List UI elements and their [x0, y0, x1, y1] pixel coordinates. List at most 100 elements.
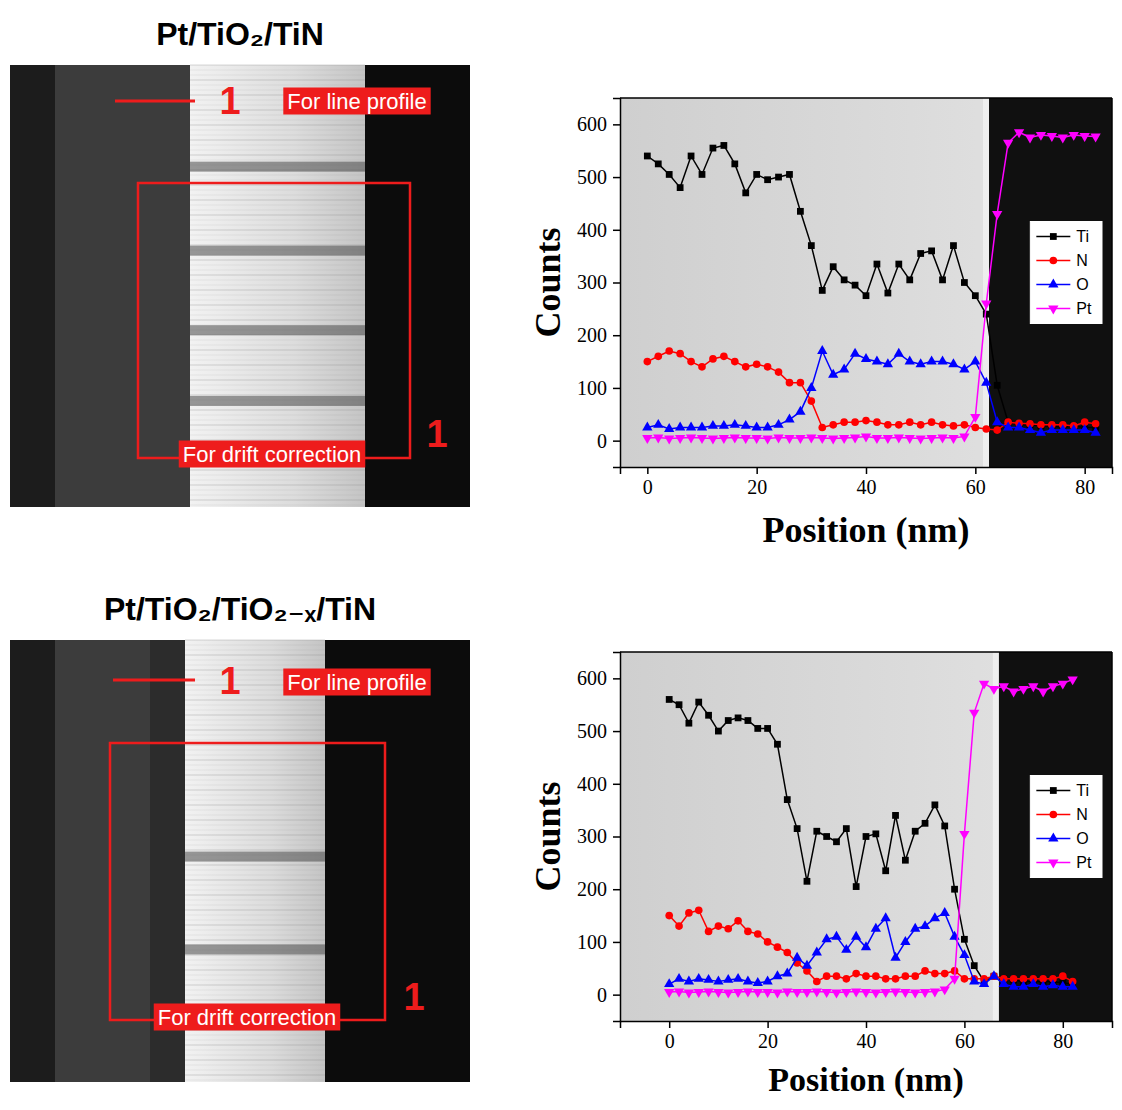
- marker: [654, 352, 662, 360]
- tick-label: 300: [577, 825, 607, 847]
- image-texture: [185, 715, 325, 716]
- marker: [677, 184, 684, 191]
- marker: [871, 990, 881, 999]
- tick: 500: [577, 720, 620, 742]
- marker: [686, 422, 696, 431]
- marker: [821, 933, 831, 942]
- marker: [972, 292, 979, 299]
- tick-mark: [613, 784, 620, 786]
- stem-image: [10, 640, 470, 1082]
- image-texture: [190, 440, 365, 441]
- series-line: [669, 913, 1072, 987]
- y-axis-title: Counts: [528, 781, 568, 891]
- tick: 60: [955, 1021, 975, 1052]
- image-texture: [190, 505, 365, 506]
- marker: [723, 974, 733, 983]
- frame-right: [1111, 652, 1113, 1021]
- marker: [817, 345, 827, 354]
- annotation-number: 1: [219, 80, 240, 122]
- axis-line: [613, 653, 621, 1022]
- marker: [972, 424, 980, 432]
- marker: [642, 435, 652, 444]
- marker: [688, 153, 695, 160]
- image-texture: [185, 730, 325, 731]
- tick: 200: [577, 324, 620, 346]
- image-texture: [185, 650, 325, 651]
- marker: [676, 701, 683, 708]
- image-texture: [185, 930, 325, 931]
- y-axis: 0100200300400500600: [577, 99, 621, 468]
- image-texture: [185, 925, 325, 926]
- image-texture: [185, 725, 325, 726]
- image-texture: [185, 865, 325, 866]
- marker: [797, 208, 804, 215]
- image-texture: [190, 340, 365, 341]
- marker: [969, 710, 979, 719]
- image-texture: [185, 820, 325, 821]
- marker: [674, 973, 684, 982]
- image-texture: [185, 905, 325, 906]
- marker: [819, 287, 826, 294]
- image-texture: [185, 805, 325, 806]
- image-texture: [190, 425, 365, 426]
- marker: [830, 263, 837, 270]
- image-texture: [190, 125, 365, 126]
- marker: [730, 435, 740, 444]
- marker: [906, 418, 914, 426]
- marker: [1008, 981, 1018, 990]
- image-texture: [190, 480, 365, 481]
- marker: [764, 363, 772, 371]
- annotation-label: For line profile: [287, 89, 426, 114]
- tick-mark: [613, 124, 620, 126]
- tick: 100: [577, 931, 620, 953]
- marker: [921, 967, 929, 975]
- image-streak: [190, 246, 365, 256]
- marker: [920, 920, 930, 929]
- marker: [713, 976, 723, 985]
- marker: [1018, 981, 1028, 990]
- marker: [939, 421, 947, 429]
- tick-label: 400: [577, 219, 607, 241]
- legend-label: O: [1076, 276, 1088, 293]
- image-texture: [185, 830, 325, 831]
- image-texture: [190, 235, 365, 236]
- image-texture: [190, 470, 365, 471]
- image-texture: [190, 260, 365, 261]
- figure: Pt/TiO₂/TiN1For line profile1For drift c…: [0, 0, 1122, 1110]
- marker: [742, 363, 750, 371]
- tick: 600: [577, 667, 620, 689]
- image-texture: [190, 375, 365, 376]
- image-texture: [185, 790, 325, 791]
- legend-marker: [1050, 233, 1057, 240]
- image-texture: [185, 910, 325, 911]
- marker: [762, 989, 772, 998]
- image-texture: [190, 75, 365, 76]
- legend-entry: Ti: [1036, 782, 1089, 799]
- marker: [741, 435, 751, 444]
- image-texture: [190, 305, 365, 306]
- marker: [806, 382, 816, 391]
- marker: [674, 989, 684, 998]
- image-streak: [190, 325, 365, 335]
- image-texture: [185, 1000, 325, 1001]
- legend-box: [1030, 776, 1102, 878]
- frame-top: [620, 97, 1112, 99]
- legend-label: Ti: [1076, 782, 1089, 799]
- image-texture: [185, 1060, 325, 1061]
- marker: [695, 906, 703, 914]
- tick-mark: [613, 994, 620, 996]
- series-line: [669, 699, 1072, 984]
- marker: [699, 171, 706, 178]
- tick-mark: [1084, 467, 1086, 474]
- marker: [863, 292, 870, 299]
- marker: [910, 990, 920, 999]
- marker: [731, 358, 739, 366]
- image-texture: [185, 780, 325, 781]
- marker: [772, 970, 782, 979]
- tick-mark: [756, 467, 758, 474]
- axis-line: [621, 468, 1113, 475]
- legend-entry: Ti: [1036, 228, 1089, 245]
- annotation-number: 1: [426, 413, 447, 455]
- image-texture: [190, 185, 365, 186]
- marker: [992, 416, 1002, 425]
